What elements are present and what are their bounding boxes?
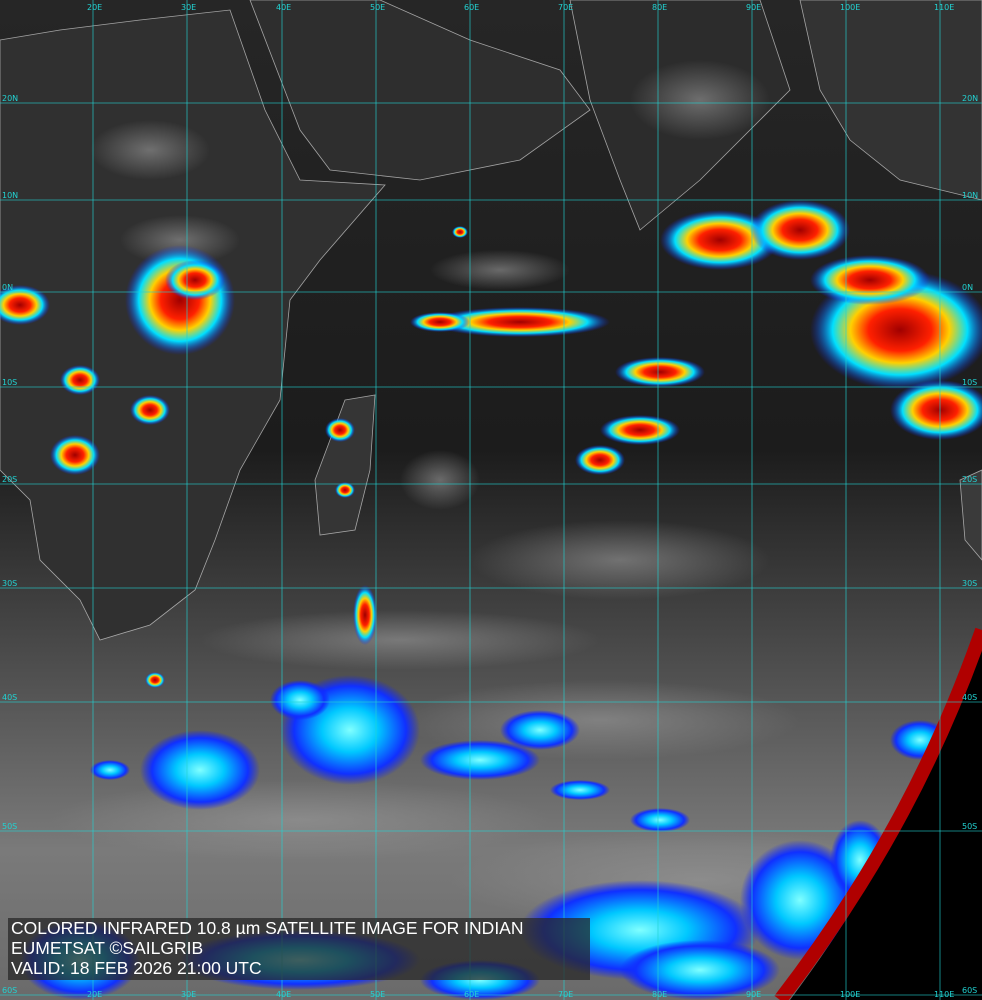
land-indochina (799, 0, 982, 201)
longitude-label: 40E (276, 990, 291, 999)
convective-cloud (335, 482, 355, 498)
cold-cloud-band (420, 740, 540, 780)
convective-cloud (325, 418, 355, 442)
gray-cloud (120, 215, 240, 265)
space-beyond-limb (790, 640, 982, 1000)
latitude-label: 20N (962, 94, 978, 103)
gray-cloud (200, 610, 600, 670)
cold-cloud-band (140, 730, 260, 810)
longitude-label: 40E (276, 3, 291, 12)
gray-cloud (90, 120, 210, 180)
longitude-label: 50E (370, 3, 385, 12)
gray-cloud (470, 520, 770, 600)
longitude-label: 110E (934, 3, 954, 12)
convective-cloud (600, 415, 680, 445)
latitude-label: 60S (962, 986, 977, 995)
cold-cloud-band (550, 780, 610, 800)
latitude-label: 50S (962, 822, 977, 831)
convective-cloud (575, 445, 625, 475)
latitude-label: 0N (2, 283, 13, 292)
longitude-label: 60E (464, 3, 479, 12)
latitude-label: 10N (962, 191, 978, 200)
longitude-label: 100E (840, 3, 860, 12)
longitude-label: 70E (558, 3, 573, 12)
longitude-label: 70E (558, 990, 573, 999)
longitude-label: 30E (181, 990, 196, 999)
convective-cloud (145, 672, 165, 688)
convective-cloud (430, 307, 610, 337)
land-australia-edge (959, 469, 982, 561)
cold-cloud-band (630, 808, 690, 832)
convective-cloud (125, 245, 235, 355)
convective-cloud (452, 226, 468, 238)
convective-cloud (50, 435, 100, 475)
latitude-label: 20N (2, 94, 18, 103)
longitude-label: 20E (87, 3, 102, 12)
image-caption: COLORED INFRARED 10.8 µm SATELLITE IMAGE… (8, 918, 590, 980)
latitude-label: 10S (2, 378, 17, 387)
latitude-label: 20S (962, 475, 977, 484)
caption-valid-time: VALID: 18 FEB 2026 21:00 UTC (11, 958, 262, 978)
latitude-label: 0N (962, 283, 973, 292)
cold-cloud-band (500, 710, 580, 750)
convective-cloud (410, 312, 470, 332)
longitude-label: 90E (746, 3, 761, 12)
land-arabia (249, 0, 591, 181)
longitude-label: 80E (652, 3, 667, 12)
gray-cloud (400, 450, 480, 510)
latitude-label: 30S (2, 579, 17, 588)
longitude-label: 60E (464, 990, 479, 999)
latitude-label: 50S (2, 822, 17, 831)
convective-cloud (60, 365, 100, 395)
convective-cloud (810, 255, 930, 305)
convective-cloud (0, 285, 50, 325)
cold-cloud-band (90, 760, 130, 780)
convective-cloud (660, 210, 780, 270)
longitude-label: 80E (652, 990, 667, 999)
convective-cloud (615, 357, 705, 387)
latitude-label: 20S (2, 475, 17, 484)
gray-cloud (50, 780, 550, 860)
convective-cloud (353, 585, 377, 645)
gray-cloud (430, 250, 570, 290)
gray-cloud (630, 60, 770, 140)
convective-cloud (750, 200, 850, 260)
longitude-label: 20E (87, 990, 102, 999)
caption-title: COLORED INFRARED 10.8 µm SATELLITE IMAGE… (11, 918, 524, 938)
longitude-label: 50E (370, 990, 385, 999)
earth-limb (774, 627, 982, 1000)
cold-cloud-band (620, 940, 780, 1000)
cold-cloud-band (270, 680, 330, 720)
caption-source: EUMETSAT ©SAILGRIB (11, 938, 204, 958)
latitude-label: 60S (2, 986, 17, 995)
latitude-label: 10S (962, 378, 977, 387)
gray-cloud (400, 680, 800, 760)
latitude-label: 30S (962, 579, 977, 588)
land-madagascar (314, 394, 376, 536)
convective-cloud (890, 380, 982, 440)
latitude-label: 10N (2, 191, 18, 200)
longitude-label: 90E (746, 990, 761, 999)
longitude-label: 110E (934, 990, 954, 999)
longitude-label: 100E (840, 990, 860, 999)
latitude-label: 40S (2, 693, 17, 702)
convective-cloud (130, 395, 170, 425)
latitude-label: 40S (962, 693, 977, 702)
convective-cloud (165, 260, 225, 300)
longitude-label: 30E (181, 3, 196, 12)
